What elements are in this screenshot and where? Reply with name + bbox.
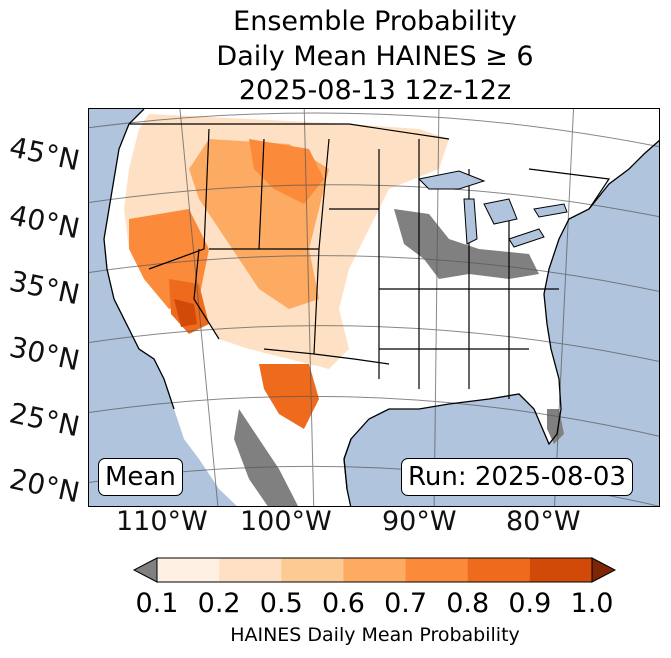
colorbar-tick-label: 1.0 xyxy=(570,588,614,619)
colorbar-tick-label: 0.2 xyxy=(197,588,241,619)
colorbar-segment xyxy=(281,558,344,582)
colorbar-over-arrow xyxy=(591,557,617,583)
colorbar-segment xyxy=(529,558,593,582)
gridlines xyxy=(89,109,659,506)
colorbar-tick-label: 0.8 xyxy=(446,588,490,619)
great-lakes xyxy=(417,170,568,248)
lat-label-45: 45°N xyxy=(6,130,83,178)
colorbar-tick-label: 0.7 xyxy=(384,588,428,619)
lon-label-90: 90°W xyxy=(382,506,457,537)
colorbar-tick-label: 0.9 xyxy=(508,588,552,619)
colorbar-tick-label: 0.6 xyxy=(321,588,365,619)
lat-label-40: 40°N xyxy=(6,198,83,246)
missing-data-midwest xyxy=(394,209,539,279)
lon-label-110: 110°W xyxy=(116,506,208,537)
colorbar-tick-label: 0.5 xyxy=(259,588,303,619)
lon-label-80: 80°W xyxy=(506,506,581,537)
colorbar-segment xyxy=(157,558,220,582)
title-line-3: 2025-08-13 12z-12z xyxy=(238,75,512,106)
lat-label-35: 35°N xyxy=(6,264,83,312)
title-line-2: Daily Mean HAINES ≥ 6 xyxy=(216,41,534,72)
lat-label-30: 30°N xyxy=(6,330,83,378)
lat-label-25: 25°N xyxy=(6,396,83,444)
stat-label-box: Mean xyxy=(98,458,183,496)
colorbar-segment xyxy=(405,558,469,582)
map-canvas xyxy=(89,109,659,506)
colorbar-segment xyxy=(219,558,282,582)
missing-data-mexico xyxy=(234,409,298,506)
run-label-box: Run: 2025-08-03 xyxy=(401,458,633,496)
title-line-1: Ensemble Probability xyxy=(233,6,517,37)
colorbar-under-arrow xyxy=(132,557,158,583)
colorbar-label: HAINES Daily Mean Probability xyxy=(230,624,520,646)
colorbar-segment xyxy=(467,558,531,582)
prob-field-peak xyxy=(174,299,197,327)
coastline xyxy=(103,109,659,506)
colorbar-tick-label: 0.1 xyxy=(135,588,179,619)
colorbar-segment xyxy=(343,558,407,582)
probability-map xyxy=(88,108,660,507)
lon-label-100: 100°W xyxy=(240,506,332,537)
lat-label-20: 20°N xyxy=(6,462,83,510)
colorbar xyxy=(132,557,617,583)
colorbar-outline xyxy=(156,557,593,583)
